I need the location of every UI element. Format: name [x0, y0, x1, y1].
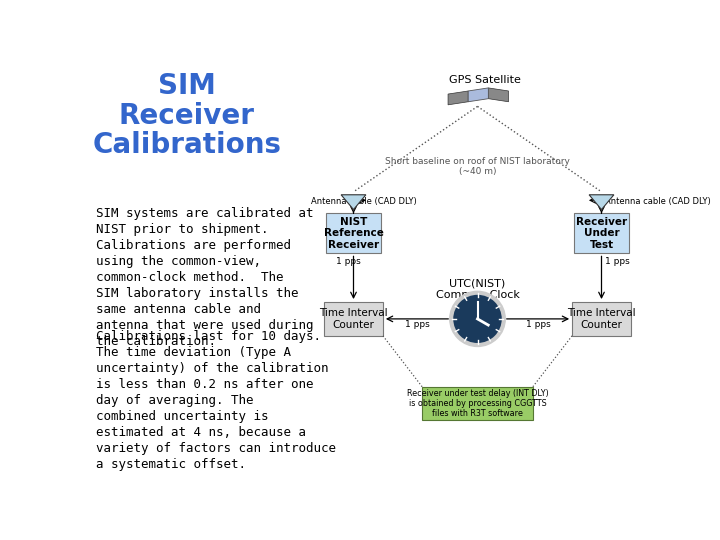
Text: NIST
Reference
Receiver: NIST Reference Receiver: [323, 217, 384, 250]
FancyBboxPatch shape: [325, 213, 382, 253]
Polygon shape: [341, 195, 366, 210]
FancyBboxPatch shape: [572, 302, 631, 336]
Text: Receiver under test delay (INT DLY)
is obtained by processing CGGTTS
files with : Receiver under test delay (INT DLY) is o…: [407, 389, 549, 419]
Polygon shape: [448, 91, 468, 105]
Text: Time Interval
Counter: Time Interval Counter: [319, 308, 388, 330]
Text: Calibrations last for 10 days.
The time deviation (Type A
uncertainty) of the ca: Calibrations last for 10 days. The time …: [96, 330, 336, 471]
Text: 1 pps: 1 pps: [336, 256, 361, 266]
Text: 1 pps: 1 pps: [405, 320, 429, 329]
FancyBboxPatch shape: [324, 302, 383, 336]
Text: GPS Satellite: GPS Satellite: [449, 75, 521, 85]
Text: Antenna cable (CAD DLY): Antenna cable (CAD DLY): [605, 198, 711, 206]
Text: Receiver
Under
Test: Receiver Under Test: [576, 217, 627, 250]
Text: Short baseline on roof of NIST laboratory
(~40 m): Short baseline on roof of NIST laborator…: [385, 157, 570, 176]
Text: SIM systems are calibrated at
NIST prior to shipment.
Calibrations are performed: SIM systems are calibrated at NIST prior…: [96, 207, 314, 348]
Text: 1 pps: 1 pps: [526, 320, 550, 329]
Text: SIM
Receiver
Calibrations: SIM Receiver Calibrations: [92, 72, 282, 159]
FancyBboxPatch shape: [423, 387, 533, 420]
Polygon shape: [468, 88, 488, 102]
Text: Antenna cable (CAD DLY): Antenna cable (CAD DLY): [311, 198, 417, 206]
Text: 1 pps: 1 pps: [606, 256, 630, 266]
Text: UTC(NIST)
Common Clock: UTC(NIST) Common Clock: [436, 279, 519, 300]
Text: Time Interval
Counter: Time Interval Counter: [567, 308, 636, 330]
Circle shape: [451, 293, 504, 345]
Polygon shape: [488, 88, 508, 102]
FancyBboxPatch shape: [574, 213, 629, 253]
Polygon shape: [589, 195, 614, 210]
